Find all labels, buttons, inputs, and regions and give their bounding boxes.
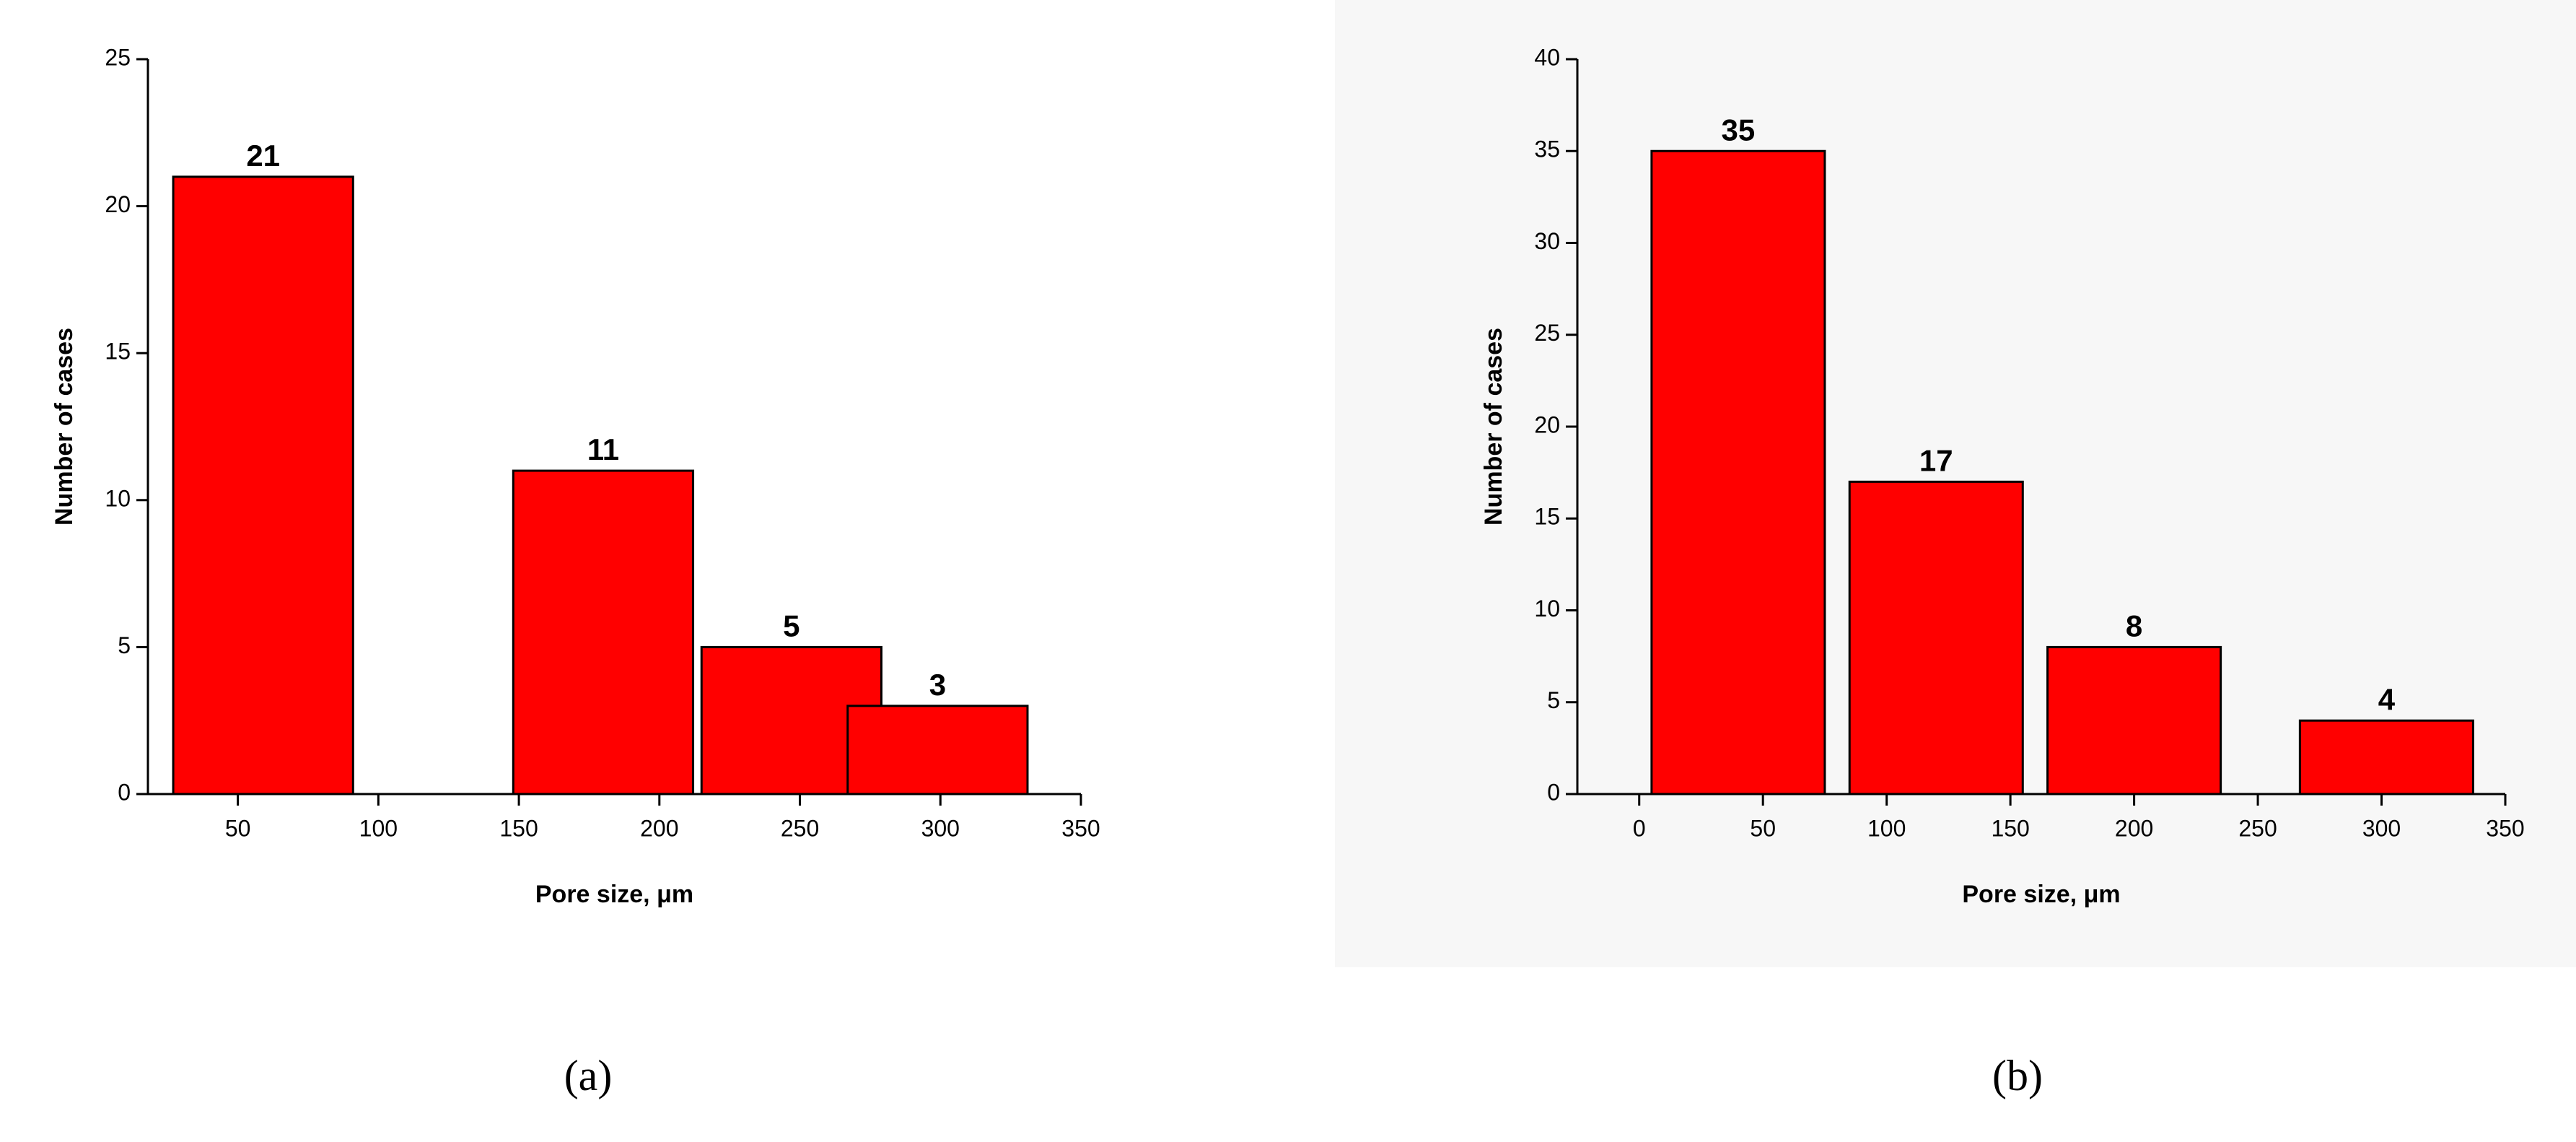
bar	[2298, 719, 2474, 796]
bar	[846, 705, 1029, 796]
x-tick-label: 300	[921, 815, 960, 841]
value-label: 4	[2378, 682, 2396, 716]
bar	[172, 175, 354, 796]
x-tick-label: 250	[2238, 815, 2277, 841]
x-tick-label: 0	[1633, 815, 1646, 841]
x-tick-label: 350	[1061, 815, 1100, 841]
x-axis-title: Pore size, μm	[535, 881, 693, 908]
value-label: 35	[1722, 113, 1756, 147]
y-tick-label: 0	[118, 779, 131, 805]
value-label: 8	[2126, 609, 2142, 642]
x-tick-label: 150	[1991, 815, 2029, 841]
y-tick-label: 40	[1534, 44, 1560, 70]
bar	[1650, 149, 1826, 796]
y-tick-label: 20	[105, 191, 131, 217]
y-tick-label: 5	[1547, 687, 1560, 713]
value-label: 17	[1919, 443, 1953, 477]
y-tick-label: 10	[1534, 596, 1560, 622]
x-tick-label: 100	[1867, 815, 1906, 841]
bar	[2046, 645, 2222, 796]
x-tick-label: 250	[781, 815, 819, 841]
x-tick-label: 150	[499, 815, 538, 841]
x-tick-label: 350	[2486, 815, 2524, 841]
x-tick-label: 100	[359, 815, 398, 841]
y-tick-label: 15	[105, 339, 131, 365]
y-axis-title: Number of cases	[51, 328, 78, 526]
y-tick-label: 5	[118, 632, 131, 658]
panel-label: (a)	[564, 1052, 613, 1099]
y-tick-label: 30	[1534, 228, 1560, 254]
panel-label: (b)	[1992, 1052, 2043, 1099]
x-tick-label: 200	[2115, 815, 2153, 841]
x-tick-label: 50	[225, 815, 251, 841]
y-tick-label: 0	[1547, 779, 1560, 805]
y-tick-label: 35	[1534, 136, 1560, 162]
bar	[512, 469, 695, 796]
y-tick-label: 20	[1534, 411, 1560, 437]
bar	[1848, 480, 2024, 796]
y-axis-title: Number of cases	[1480, 328, 1507, 526]
value-label: 21	[246, 139, 280, 173]
value-label: 11	[587, 432, 619, 466]
x-tick-label: 300	[2362, 815, 2401, 841]
x-tick-label: 50	[1750, 815, 1776, 841]
y-tick-label: 25	[105, 44, 131, 70]
y-tick-label: 15	[1534, 504, 1560, 530]
value-label: 5	[783, 609, 799, 642]
y-tick-label: 25	[1534, 320, 1560, 346]
x-axis-title: Pore size, μm	[1962, 881, 2120, 908]
y-tick-label: 10	[105, 485, 131, 511]
value-label: 3	[929, 668, 946, 702]
x-tick-label: 200	[640, 815, 678, 841]
